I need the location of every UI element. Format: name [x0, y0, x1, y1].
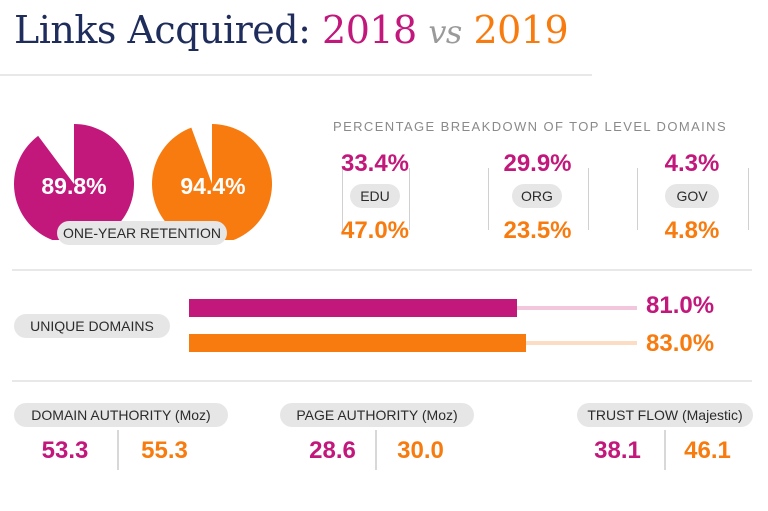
tld-edu-2018: 33.4%	[340, 150, 410, 177]
title-year-2019: 2019	[473, 8, 569, 52]
page-authority-2019: 30.0	[397, 437, 444, 464]
page-authority-separator	[375, 430, 377, 470]
divider-1	[12, 269, 752, 271]
tld-gov-label: GOV	[665, 184, 719, 208]
trust-flow-label: TRUST FLOW (Majestic)	[577, 403, 753, 427]
retention-pies	[14, 124, 272, 240]
retention-2018-value: 89.8%	[41, 173, 107, 199]
tld-section-title: PERCENTAGE BREAKDOWN OF TOP LEVEL DOMAIN…	[333, 119, 728, 134]
page-authority-2018: 28.6	[309, 437, 356, 464]
domain-authority-separator	[117, 430, 119, 470]
title-divider	[0, 74, 592, 76]
unique-2018-bar	[189, 299, 517, 317]
tld-org-2019: 23.5%	[503, 217, 572, 244]
trust-flow-2018: 38.1	[594, 437, 641, 464]
unique-2019-value: 83.0%	[646, 330, 715, 357]
trust-flow-2019: 46.1	[684, 437, 731, 464]
title-vs: vs	[428, 13, 462, 51]
trust-flow-separator	[664, 430, 666, 470]
pie-2019-slice	[152, 124, 272, 240]
page-title: Links Acquired: 2018 vs 2019	[14, 8, 569, 52]
tld-org-2018: 29.9%	[503, 150, 572, 177]
retention-2019-value: 94.4%	[180, 173, 246, 199]
tld-edu-bracket	[342, 168, 410, 230]
tld-gov-2019: 4.8%	[664, 217, 720, 244]
tld-gov-2018: 4.3%	[664, 150, 720, 177]
domain-authority-label: DOMAIN AUTHORITY (Moz)	[14, 403, 228, 427]
domain-authority-2019: 55.3	[141, 437, 188, 464]
unique-2019-bar	[189, 334, 526, 352]
unique-domains-label: UNIQUE DOMAINS	[14, 314, 170, 338]
unique-2018-value: 81.0%	[646, 292, 715, 319]
pie-2018-slice	[14, 124, 134, 240]
tld-edu-2019: 47.0%	[340, 217, 410, 244]
page-authority-label: PAGE AUTHORITY (Moz)	[280, 403, 474, 427]
retention-label: ONE-YEAR RETENTION	[57, 221, 227, 245]
divider-2	[12, 380, 752, 382]
tld-org-label: ORG	[512, 184, 562, 208]
domain-authority-2018: 53.3	[41, 437, 89, 464]
tld-edu-label: EDU	[350, 184, 400, 208]
tld-gov-bracket	[637, 168, 749, 230]
title-year-2018: 2018	[322, 8, 417, 52]
title-prefix: Links Acquired:	[14, 8, 311, 52]
tld-org-bracket	[488, 168, 589, 230]
